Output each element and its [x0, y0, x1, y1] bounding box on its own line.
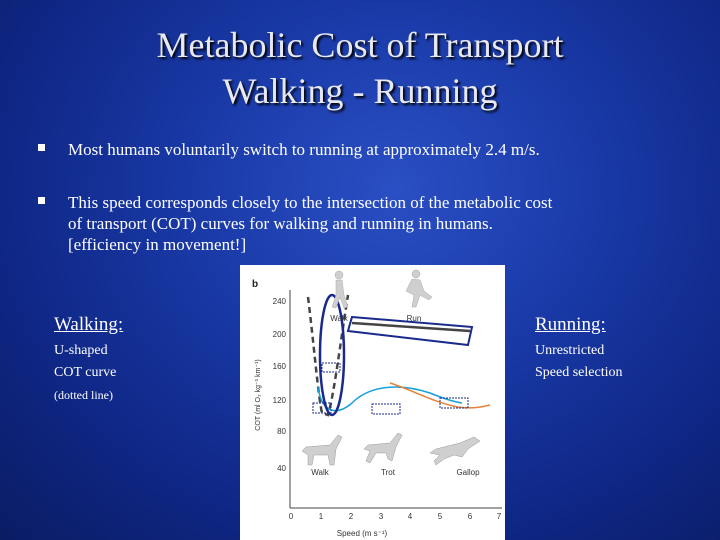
bullet-2-line-2: of transport (COT) curves for walking an… — [68, 214, 493, 233]
bullet-2-line-1: This speed corresponds closely to the in… — [68, 193, 553, 212]
human-walk-curve — [306, 294, 350, 417]
human-walk-label: Walk — [330, 314, 348, 323]
x-tick-label: 5 — [438, 512, 443, 521]
gallop-min-marker — [439, 397, 469, 409]
run-range-box — [346, 315, 474, 347]
y-tick-label: 80 — [277, 427, 286, 436]
y-tick-label: 160 — [273, 362, 287, 371]
walking-line-1: U-shaped — [54, 343, 108, 358]
x-tick-label: 4 — [408, 512, 413, 521]
y-tick-labels: 40 80 120 160 200 240 — [273, 297, 287, 473]
bullet-square-icon — [38, 144, 45, 151]
title-line-2: Walking - Running — [222, 71, 498, 111]
running-line-1: Unrestricted — [535, 343, 605, 358]
x-tick-label: 3 — [379, 512, 384, 521]
y-tick-label: 200 — [273, 330, 287, 339]
horse-trot-label: Trot — [381, 468, 396, 477]
x-tick-labels: 0 1 2 3 4 5 6 7 — [289, 512, 502, 521]
bullet-square-icon — [38, 197, 45, 204]
running-heading: Running: — [535, 314, 606, 335]
y-axis-label: COT (ml O₂ kg⁻¹ km⁻¹) — [255, 359, 262, 430]
x-axis-label: Speed (m s⁻¹) — [337, 529, 388, 538]
horse-gallop-label: Gallop — [456, 468, 480, 477]
human-run-icon — [405, 269, 433, 308]
panel-label: b — [252, 279, 258, 290]
walk-range-ellipse — [318, 293, 346, 417]
horse-gallop-icon — [429, 436, 481, 466]
y-tick-label: 120 — [273, 396, 287, 405]
x-tick-label: 0 — [289, 512, 294, 521]
walk-min-marker — [321, 362, 341, 373]
title-line-1: Metabolic Cost of Transport — [156, 25, 564, 65]
y-tick-label: 40 — [277, 464, 286, 473]
bullet-2-text: This speed corresponds closely to the in… — [68, 192, 668, 255]
horse-walk-icon — [301, 434, 343, 466]
human-run-label: Run — [407, 314, 422, 323]
cot-figure-svg: b 40 80 120 160 200 240 0 1 2 3 4 5 6 7 … — [252, 269, 502, 538]
slide-title: Metabolic Cost of Transport Walking - Ru… — [0, 22, 720, 114]
horse-trot-icon — [363, 432, 403, 464]
cot-figure: b 40 80 120 160 200 240 0 1 2 3 4 5 6 7 … — [240, 265, 505, 540]
running-line-2: Speed selection — [535, 365, 623, 380]
running-note: Running: Unrestricted Speed selection — [535, 314, 622, 384]
y-tick-label: 240 — [273, 297, 287, 306]
x-tick-label: 1 — [319, 512, 324, 521]
walking-line-2: COT curve — [54, 365, 117, 380]
walking-line-3: (dotted line) — [54, 388, 113, 402]
walk-min-marker — [312, 402, 332, 414]
bullet-2-line-3: [efficiency in movement!] — [68, 235, 247, 254]
x-tick-label: 2 — [349, 512, 354, 521]
walking-heading: Walking: — [54, 314, 124, 335]
walking-note: Walking: U-shaped COT curve (dotted line… — [54, 314, 123, 406]
trot-min-marker — [371, 403, 401, 415]
human-walk-icon — [331, 270, 349, 309]
x-tick-label: 7 — [497, 512, 502, 521]
human-run-line — [351, 321, 471, 333]
bullet-1-text: Most humans voluntarily switch to runnin… — [68, 140, 540, 159]
horse-gallop-curve — [389, 382, 491, 409]
x-tick-label: 6 — [468, 512, 473, 521]
horse-walk-label: Walk — [311, 468, 329, 477]
